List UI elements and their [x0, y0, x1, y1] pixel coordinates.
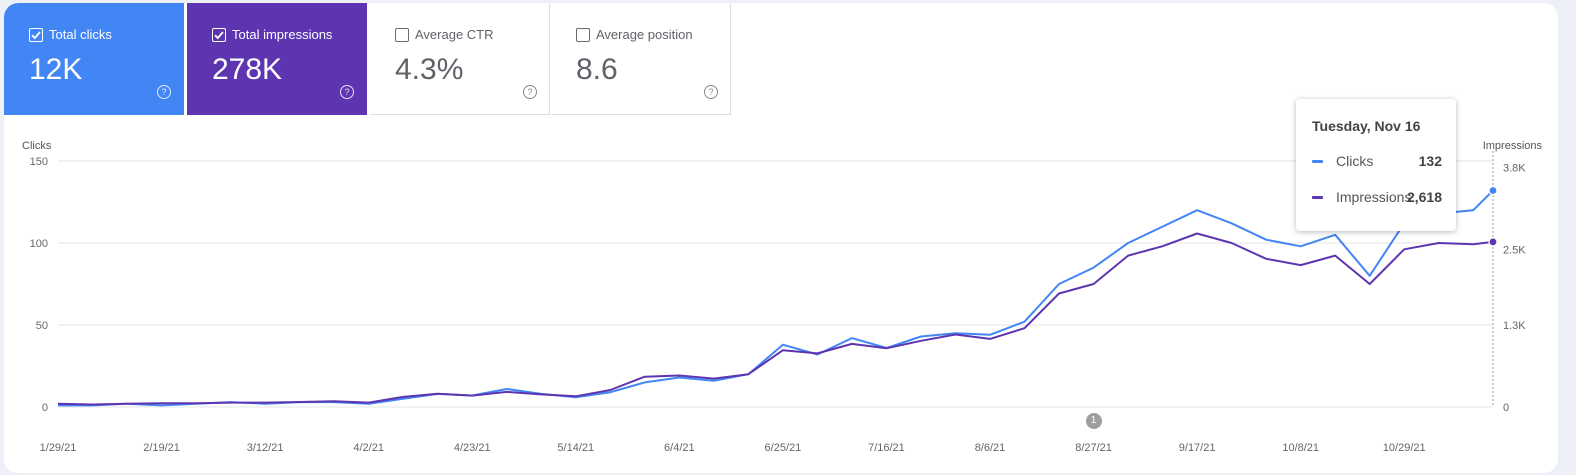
- total-clicks-value: 12K: [29, 53, 83, 86]
- performance-chart[interactable]: 0 50 100 150 0 1.3K 2.5K 3.8K Clicks Impressions 1…: [4, 3, 1558, 473]
- average-ctr-value: 4.3%: [395, 53, 464, 86]
- average-position-value: 8.6: [576, 53, 618, 86]
- average-position-label: Average position: [596, 27, 693, 42]
- right-tick-label: 0: [1503, 402, 1509, 414]
- total-impressions-tile[interactable]: Total impressions 278K ?: [187, 3, 367, 115]
- series-line-impressions: [57, 232, 1494, 406]
- total-impressions-label: Total impressions: [232, 27, 333, 42]
- x-tick-label: 8/6/21: [975, 442, 1006, 454]
- tooltip-series-name: Clicks: [1336, 153, 1374, 169]
- right-axis-title: Impressions: [1483, 140, 1543, 152]
- x-tick-label: 1/29/21: [40, 442, 77, 454]
- average-ctr-checkbox[interactable]: [395, 28, 409, 42]
- right-tick-label: 3.8K: [1503, 162, 1526, 174]
- tooltip-row-clicks: Clicks 132: [1312, 153, 1442, 171]
- x-tick-label: 4/2/21: [353, 442, 384, 454]
- hover-point-impressions: [1488, 237, 1498, 247]
- help-icon[interactable]: ?: [340, 85, 354, 99]
- checkmark-icon: [31, 31, 41, 40]
- x-tick-label: 9/17/21: [1179, 442, 1216, 454]
- x-tick-label: 10/29/21: [1383, 442, 1426, 454]
- left-tick-label: 100: [30, 238, 48, 250]
- left-tick-label: 150: [30, 156, 48, 168]
- performance-card: Total clicks 12K ? Total impressions 278…: [4, 3, 1558, 473]
- total-clicks-checkbox[interactable]: [29, 28, 43, 42]
- right-tick-label: 2.5K: [1503, 244, 1526, 256]
- x-tick-label: 6/25/21: [765, 442, 802, 454]
- total-clicks-tile[interactable]: Total clicks 12K ?: [4, 3, 184, 115]
- average-ctr-label: Average CTR: [415, 27, 494, 42]
- x-tick-label: 8/27/21: [1075, 442, 1112, 454]
- hover-point-clicks: [1488, 185, 1498, 196]
- x-tick-label: 3/12/21: [247, 442, 284, 454]
- chart-tooltip: Tuesday, Nov 16 Clicks 132 Impressions 2,61…: [1296, 99, 1456, 231]
- tooltip-series-name: Impressions: [1336, 189, 1412, 205]
- x-tick-label: 2/19/21: [143, 442, 180, 454]
- average-position-checkbox[interactable]: [576, 28, 590, 42]
- total-impressions-checkbox[interactable]: [212, 28, 226, 42]
- help-icon[interactable]: ?: [523, 85, 537, 99]
- series-swatch: [1312, 196, 1323, 199]
- annotation-marker[interactable]: 1: [1085, 413, 1102, 429]
- x-tick-label: 6/4/21: [664, 442, 695, 454]
- average-position-tile[interactable]: Average position 8.6 ?: [551, 3, 731, 115]
- left-axis-title: Clicks: [22, 140, 52, 152]
- help-icon[interactable]: ?: [157, 85, 171, 99]
- x-tick-label: 10/8/21: [1282, 442, 1319, 454]
- total-impressions-value: 278K: [212, 53, 283, 86]
- left-tick-label: 0: [42, 402, 48, 414]
- total-clicks-label: Total clicks: [49, 27, 112, 42]
- series-line-clicks: [58, 189, 1494, 407]
- tooltip-series-value: 2,618: [1406, 189, 1442, 205]
- x-tick-label: 7/16/21: [868, 442, 905, 454]
- tooltip-series-value: 132: [1418, 153, 1442, 169]
- tooltip-date: Tuesday, Nov 16: [1312, 118, 1421, 134]
- right-tick-label: 1.3K: [1503, 320, 1526, 332]
- average-ctr-tile[interactable]: Average CTR 4.3% ?: [370, 3, 550, 115]
- tooltip-row-impressions: Impressions 2,618: [1312, 189, 1442, 207]
- series-swatch: [1312, 160, 1323, 163]
- x-tick-label: 4/23/21: [454, 442, 491, 454]
- left-tick-label: 50: [36, 320, 48, 332]
- help-icon[interactable]: ?: [704, 85, 718, 99]
- checkmark-icon: [214, 31, 224, 40]
- x-tick-label: 5/14/21: [557, 442, 594, 454]
